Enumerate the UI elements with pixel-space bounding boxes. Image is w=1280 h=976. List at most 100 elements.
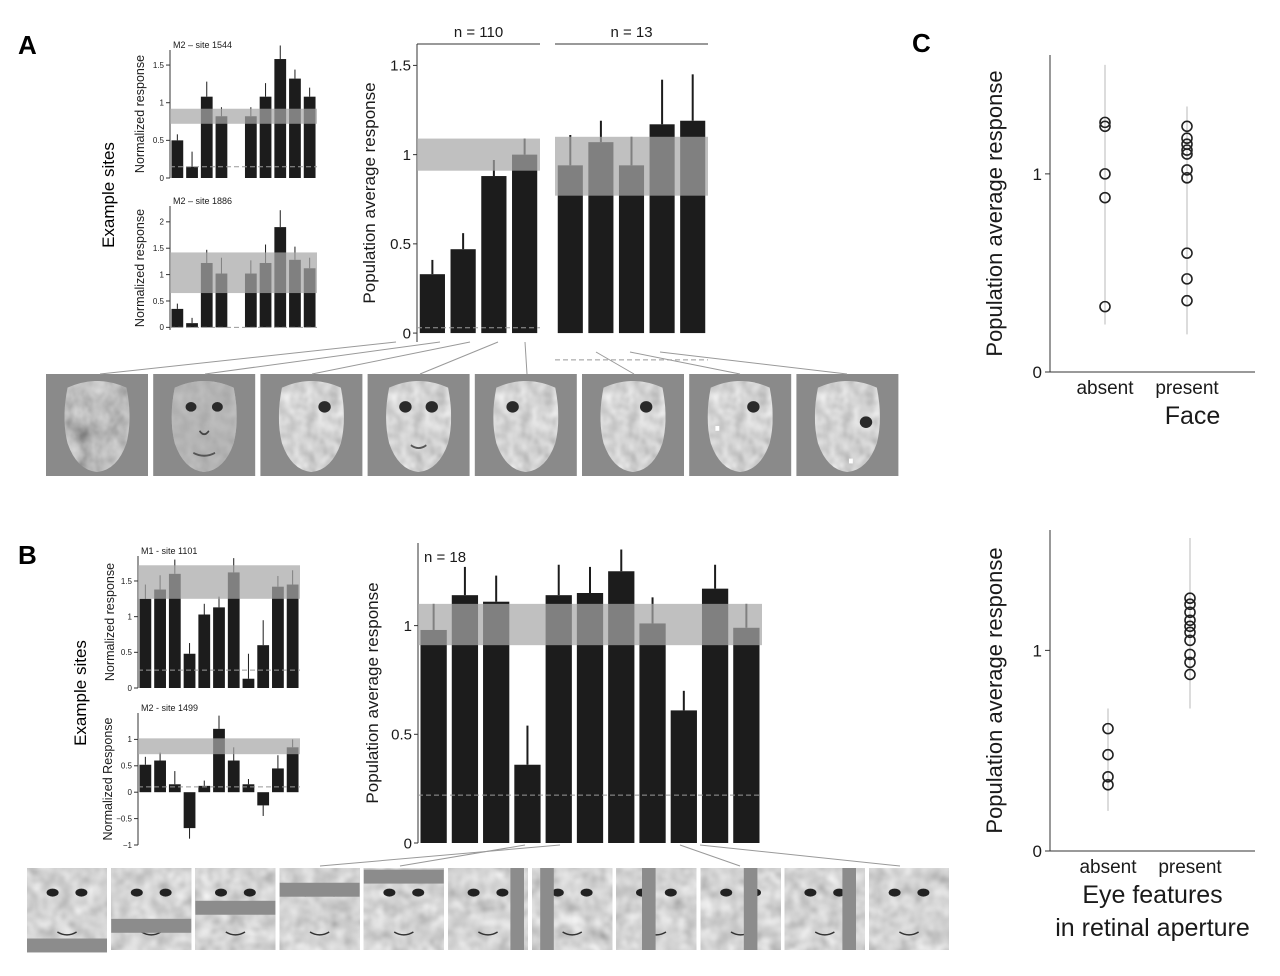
stimulus-face [278, 380, 344, 473]
y-tick-label: 0.5 [121, 648, 133, 657]
data-point [1099, 191, 1111, 204]
y-tick-label: 0.5 [153, 297, 165, 306]
face-skin [171, 380, 237, 473]
x-tick-label: present [1155, 378, 1219, 399]
stimulus-a-7 [689, 374, 792, 476]
group-label: n = 13 [610, 24, 652, 41]
y-axis-title: Normalized response [133, 55, 147, 173]
bar [200, 262, 213, 328]
stimulus-b-11 [869, 868, 949, 950]
example-sites-label-a: Example sites [99, 142, 118, 248]
y-tick-label: 2 [160, 218, 165, 227]
eye-right [425, 401, 438, 413]
bar [481, 176, 507, 334]
bar [244, 273, 257, 328]
y-tick-label: 0 [128, 788, 133, 797]
connector-line [311, 341, 471, 375]
stimulus-face [707, 380, 773, 473]
bar [289, 259, 301, 328]
x-tick-label: absent [1076, 378, 1134, 399]
bar [213, 607, 225, 688]
chart-B_site1: 0 0.5 1 1.5 Normalized response M1 - site 110… [103, 546, 300, 693]
chart-title: M1 - site 1101 [141, 546, 197, 556]
bar [183, 653, 196, 688]
reference-band [555, 136, 708, 196]
mouth [562, 931, 583, 936]
data-point [1099, 116, 1111, 129]
data-point [1102, 722, 1114, 735]
bar [242, 678, 255, 688]
connector-line [99, 341, 397, 375]
x-axis-title: Face [1165, 402, 1221, 430]
data-point [1181, 164, 1193, 176]
y-tick-label: 0 [1033, 842, 1042, 861]
bar [168, 573, 181, 688]
bar [139, 598, 152, 688]
eye-right [833, 888, 846, 897]
nose [198, 430, 210, 436]
data-point [1181, 172, 1193, 184]
chart-title: M2 – site 1544 [173, 40, 232, 50]
chart-B_site2: −1 −0.5 0 0.5 1 Normalized Response M2 - site … [101, 703, 300, 850]
eye-right [75, 888, 88, 897]
connector-line [204, 341, 441, 375]
reference-band [170, 252, 317, 294]
connector-line [524, 341, 528, 375]
bar [639, 623, 666, 843]
stimulus-strip-b [27, 868, 949, 953]
x-axis-title: Eye features [1082, 881, 1222, 909]
y-tick-label: 1.5 [153, 61, 165, 70]
data-point [1184, 620, 1196, 633]
eye-left [804, 888, 817, 897]
occluder-bar [195, 900, 276, 915]
y-tick-label: 0 [404, 835, 412, 852]
data-point [1184, 592, 1196, 605]
group-label: n = 18 [424, 549, 466, 566]
occluder-bar [279, 882, 360, 897]
eye-left [467, 888, 480, 897]
mouth [393, 931, 414, 936]
stimulus-face [600, 380, 666, 473]
stimulus-a-5 [474, 374, 577, 476]
y-tick-label: −0.5 [116, 814, 132, 823]
bar [670, 710, 697, 843]
eye-right [318, 401, 331, 413]
chart-A_site1: 0 0.5 1 1.5 Normalized response M2 – site 154… [133, 40, 317, 183]
eye-left [215, 888, 227, 897]
y-axis-title: Population average response [982, 70, 1007, 356]
eye-left [506, 401, 519, 413]
eye-shifted [859, 416, 873, 428]
fixation-dot [848, 458, 853, 464]
data-point [1181, 148, 1193, 160]
eye-left [720, 888, 733, 897]
reference-band [138, 565, 300, 599]
bar [200, 96, 213, 178]
stimulus-face [171, 380, 237, 473]
y-tick-label: 1 [404, 618, 412, 635]
bar [215, 273, 228, 328]
data-point [1099, 120, 1111, 133]
eye-left [185, 402, 197, 412]
bar [259, 96, 272, 178]
mouth [899, 931, 919, 936]
data-point [1184, 626, 1196, 639]
bar [257, 645, 270, 688]
y-tick-label: 1.5 [153, 244, 165, 253]
example-sites-label-b: Example sites [71, 640, 90, 746]
stimulus-face-texture [616, 868, 697, 950]
connector-line [629, 351, 741, 375]
bar [198, 785, 211, 793]
eye-right [664, 888, 677, 897]
stimulus-b-7 [532, 868, 613, 950]
bar [139, 764, 152, 793]
y-axis-title: Normalized Response [101, 717, 115, 840]
bar [419, 274, 445, 334]
bar [186, 166, 198, 178]
data-point [1181, 294, 1193, 307]
stimulus-a-6 [582, 374, 684, 476]
face-texture [278, 380, 344, 473]
bar [154, 589, 166, 688]
bar [227, 760, 240, 793]
eye-left [46, 888, 59, 897]
mouth [57, 931, 77, 936]
